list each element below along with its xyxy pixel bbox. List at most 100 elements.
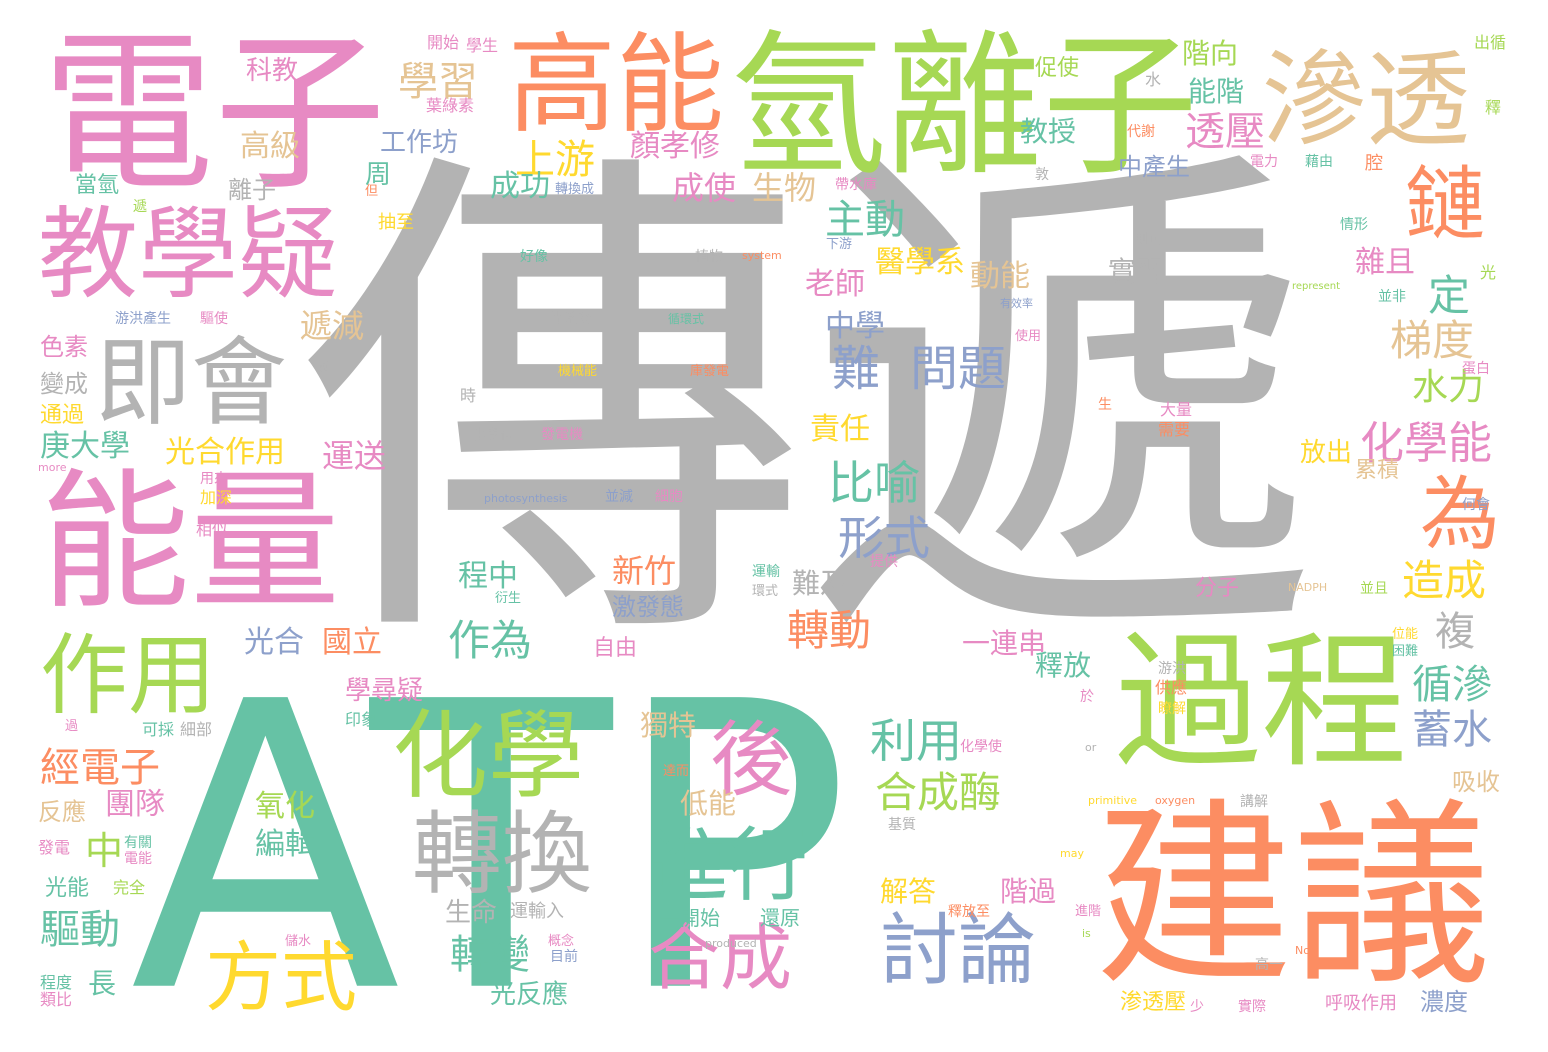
word: 植物 (695, 249, 723, 265)
word: system (742, 249, 782, 262)
word: 上游 (515, 137, 595, 183)
word: 衍生 (495, 591, 522, 606)
word: 建議 (1095, 781, 1491, 1012)
word: 蓄水 (1412, 707, 1492, 753)
word: 透壓 (1185, 109, 1265, 155)
word: 講解 (1240, 794, 1268, 810)
word: 少 (1190, 999, 1204, 1015)
word: 光能 (45, 876, 90, 901)
word: 驅動 (40, 907, 120, 953)
word: 反應 (38, 798, 86, 826)
word: 類比 (40, 990, 73, 1009)
word: 完全 (113, 878, 146, 897)
word: 過 (65, 719, 79, 734)
word: 水力 (1412, 367, 1485, 408)
word: 教授 (1020, 115, 1077, 148)
word: 提供 (870, 554, 898, 570)
word: 中學 (825, 309, 885, 344)
word: 化學 (392, 700, 584, 812)
word: 比喻 (828, 456, 920, 510)
word: 庫發電 (690, 364, 730, 379)
word: 一開始 (660, 906, 720, 930)
word: 光合作用 (165, 435, 285, 470)
word: 有效率 (1000, 297, 1033, 310)
word: 生 (1098, 397, 1112, 413)
word: 時 (460, 386, 477, 405)
word: 遞 (133, 199, 147, 215)
word: 工作坊 (380, 128, 459, 158)
word: 氫離子 (730, 15, 1198, 197)
word: 則可 (1135, 232, 1163, 248)
word: 並且 (1360, 581, 1388, 597)
word: No (1295, 944, 1310, 957)
word: produced (705, 937, 757, 950)
word: 發電機 (541, 427, 583, 443)
word: 大量 (1160, 400, 1193, 419)
word: 水 (1145, 70, 1162, 89)
word: 印象 (345, 710, 378, 729)
word: 教學疑 (38, 196, 338, 313)
word: 釋 (1485, 98, 1502, 117)
word: 難及 (792, 567, 849, 600)
word: NADPH (1288, 581, 1328, 594)
word: 位能 (1392, 627, 1419, 642)
word: 變成 (40, 370, 88, 398)
word: 需要 (1158, 420, 1191, 439)
word: 程度 (40, 973, 73, 992)
word: 電子 (42, 13, 386, 214)
word: 相似 (196, 520, 229, 539)
word: 帶水庫 (835, 177, 877, 193)
word: 運送 (322, 437, 387, 475)
word: 基質 (888, 817, 916, 833)
word: 長 (88, 967, 117, 1000)
word: 達而 (663, 764, 690, 779)
word: 細部 (180, 720, 213, 739)
word: 獨特 (640, 709, 697, 742)
word: 循環式 (668, 312, 705, 326)
word: 放出 (1300, 438, 1353, 468)
word: 滲透 (1262, 39, 1471, 161)
word: 光 (1480, 263, 1497, 282)
word: 並減 (605, 489, 633, 505)
word: 開始 (427, 33, 460, 52)
word: 游洪 (1158, 661, 1186, 677)
word: 下游 (826, 237, 853, 252)
word: 學習 (398, 59, 478, 105)
word: 儲水 (285, 934, 312, 949)
word: 生命 (445, 898, 498, 928)
word: 一連串 (962, 627, 1047, 660)
word: 進階 (1075, 904, 1102, 919)
word: 發電 (38, 838, 71, 857)
word: photosynthesis (484, 492, 568, 505)
word: 轉換 (412, 802, 592, 907)
word: 合成酶 (875, 768, 1002, 817)
word: 機械能 (558, 364, 598, 379)
word: 循滲 (1412, 662, 1492, 708)
word: 中 (85, 829, 124, 873)
word: 形式 (838, 511, 930, 565)
word: is (1082, 927, 1091, 940)
word: 細胞 (655, 489, 683, 505)
word: 激發態 (612, 593, 684, 621)
word: 後 (710, 713, 793, 808)
word: 游洪產生 (115, 311, 171, 327)
word: 代謝 (1127, 124, 1155, 140)
word: 並非 (1378, 289, 1406, 305)
word: 化學能 (1360, 418, 1492, 469)
word: 瞭解 (1158, 701, 1186, 717)
word: 吸收 (1452, 768, 1500, 796)
word: ATP (130, 619, 851, 1052)
word: 雖 (320, 359, 334, 375)
word: 高級 (240, 129, 300, 164)
word: 科教 (246, 56, 299, 86)
word: 梯度 (1390, 316, 1475, 365)
word: 光反應 (490, 980, 569, 1010)
word: 責任 (810, 412, 870, 447)
word: 國立 (322, 625, 382, 660)
word: 光系統 (550, 311, 592, 327)
word: 難 (832, 341, 881, 397)
word: 學生 (466, 36, 499, 55)
word: 經電子 (40, 745, 160, 791)
word: 編輯 (255, 827, 315, 862)
word: 有關 (124, 835, 152, 851)
